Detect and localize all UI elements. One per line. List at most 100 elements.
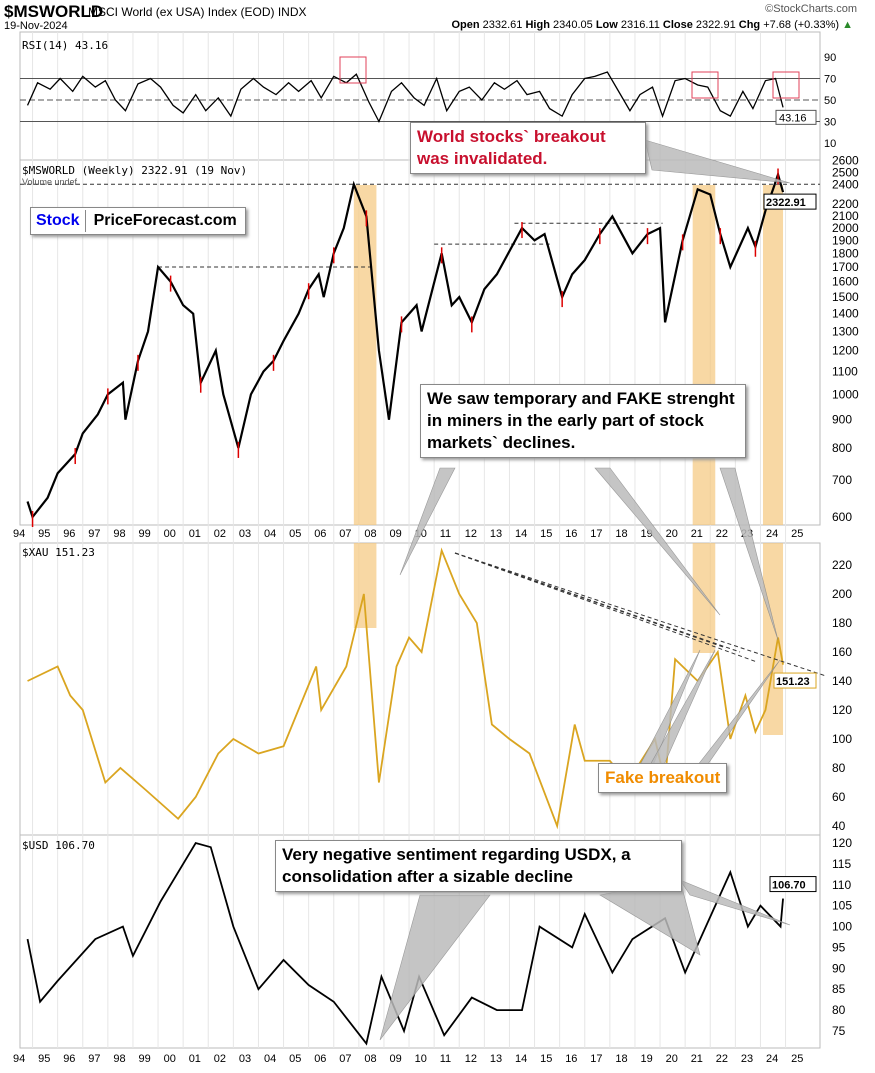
msworld-tick-label: 800 [832, 441, 852, 455]
x-tick-label-mid: 03 [239, 528, 251, 540]
x-tick-label-bottom: 13 [490, 1053, 502, 1065]
usd-tick-label: 105 [832, 899, 852, 913]
x-tick-label-mid: 11 [440, 528, 451, 540]
msworld-tick-label: 1000 [832, 387, 859, 401]
x-tick-label-mid: 95 [38, 528, 50, 540]
annotation-world-stocks: World stocks` breakout was invalidated. [410, 122, 646, 174]
msworld-tick-label: 2600 [832, 153, 859, 167]
usd-tick-label: 115 [832, 857, 851, 871]
xau-tick-label: 200 [832, 587, 852, 601]
msworld-last-value: 2322.91 [766, 197, 806, 209]
xau-dashed-trendline [454, 552, 758, 663]
open-label: Open [451, 19, 480, 31]
x-tick-label-bottom: 22 [716, 1053, 728, 1065]
highlight-band-msworld [353, 185, 377, 525]
high: 2340.05 [552, 19, 593, 31]
usd-last-box [769, 876, 817, 893]
x-tick-label-bottom: 17 [590, 1053, 602, 1065]
xau-tick-label: 180 [832, 616, 852, 630]
chg-label: Chg [738, 19, 761, 31]
x-tick-label-bottom: 08 [364, 1053, 376, 1065]
rsi-tick-label: 90 [824, 52, 836, 64]
x-tick-label-bottom: 95 [38, 1053, 50, 1065]
callout-pointer [379, 894, 491, 1041]
x-tick-label-bottom: 24 [766, 1053, 778, 1065]
x-tick-label-mid: 08 [364, 528, 376, 540]
highlight-band-xau [353, 543, 377, 628]
x-tick-label-bottom: 21 [691, 1053, 703, 1065]
usd-tick-label: 95 [832, 940, 846, 954]
high-label: High [525, 19, 550, 31]
msworld-tick-label: 2400 [832, 177, 859, 191]
msworld-tick-label: 1100 [832, 365, 858, 379]
rsi-line [26, 71, 784, 124]
x-tick-label-mid: 16 [565, 528, 577, 540]
usd-tick-label: 90 [832, 961, 846, 975]
logo-part1: Stock [31, 210, 86, 232]
panel-frame-usd [19, 834, 821, 1049]
x-tick-label-mid: 05 [289, 528, 301, 540]
x-tick-label-bottom: 96 [63, 1053, 75, 1065]
xau-dashed-trendline [454, 552, 827, 677]
x-tick-label-mid: 94 [13, 528, 25, 540]
ohlc: Open 2332.61 High 2340.05 Low 2316.11 Cl… [451, 19, 853, 31]
callout-pointer [719, 467, 779, 641]
rsi-last-value: 43.16 [779, 112, 807, 124]
x-tick-label-bottom: 11 [440, 1053, 451, 1065]
usd-tick-label: 100 [832, 920, 852, 934]
msworld-tick-label: 2100 [832, 209, 859, 223]
date: 19-Nov-2024 [4, 20, 68, 32]
msworld-tick-label: 2500 [832, 165, 859, 179]
xau-title: $XAU 151.23 [22, 546, 95, 559]
x-tick-label-bottom: 05 [289, 1053, 301, 1065]
x-tick-label-mid: 14 [515, 528, 527, 540]
close: 2322.91 [695, 19, 736, 31]
rsi-last-box [775, 109, 817, 125]
x-tick-label-mid: 18 [615, 528, 627, 540]
msworld-tick-label: 1600 [832, 275, 859, 289]
x-tick-label-bottom: 07 [339, 1053, 351, 1065]
x-tick-label-bottom: 02 [214, 1053, 226, 1065]
low: 2316.11 [620, 19, 660, 31]
usd-last-value: 106.70 [772, 880, 806, 892]
xau-tick-label: 160 [832, 645, 852, 659]
callout-pointer [679, 879, 791, 926]
xau-tick-label: 120 [832, 703, 852, 717]
xau-tick-label: 140 [832, 674, 852, 688]
x-tick-label-bottom: 01 [189, 1053, 201, 1065]
annotation-usd: Very negative sentiment regarding USDX, … [275, 840, 682, 892]
rsi-tick-label: 70 [824, 74, 836, 86]
xau-tick-label: 40 [832, 819, 846, 833]
index-name: MSCI World (ex USA) Index (EOD) INDX [88, 5, 307, 19]
x-tick-label-mid: 07 [339, 528, 351, 540]
source: ©StockCharts.com [765, 3, 857, 15]
xau-dashed-trendline [454, 552, 741, 653]
xau-tick-label: 80 [832, 761, 846, 775]
highlight-band-msworld [762, 185, 784, 525]
xau-last-value: 151.23 [776, 676, 810, 688]
x-tick-label-bottom: 03 [239, 1053, 251, 1065]
x-tick-label-mid: 09 [390, 528, 402, 540]
msworld-tick-label: 1700 [832, 260, 859, 274]
x-tick-label-mid: 97 [88, 528, 100, 540]
x-tick-label-bottom: 14 [515, 1053, 527, 1065]
low-label: Low [595, 19, 618, 31]
x-tick-label-bottom: 04 [264, 1053, 276, 1065]
x-tick-label-bottom: 20 [666, 1053, 678, 1065]
x-tick-label-mid: 20 [666, 528, 678, 540]
msworld-tick-label: 1900 [832, 233, 859, 247]
msworld-tick-label: 2000 [832, 221, 859, 235]
x-tick-label-bottom: 99 [139, 1053, 151, 1065]
x-tick-label-bottom: 94 [13, 1053, 25, 1065]
msworld-price-line [26, 170, 785, 520]
x-tick-label-bottom: 06 [314, 1053, 326, 1065]
rsi-red-box [339, 56, 367, 84]
usd-tick-label: 80 [832, 1003, 846, 1017]
msworld-tick-label: 700 [832, 473, 852, 487]
usd-tick-label: 120 [832, 836, 852, 850]
chg: +7.68 (+0.33%) [763, 19, 840, 31]
close-label: Close [662, 19, 693, 31]
x-tick-label-bottom: 16 [565, 1053, 577, 1065]
